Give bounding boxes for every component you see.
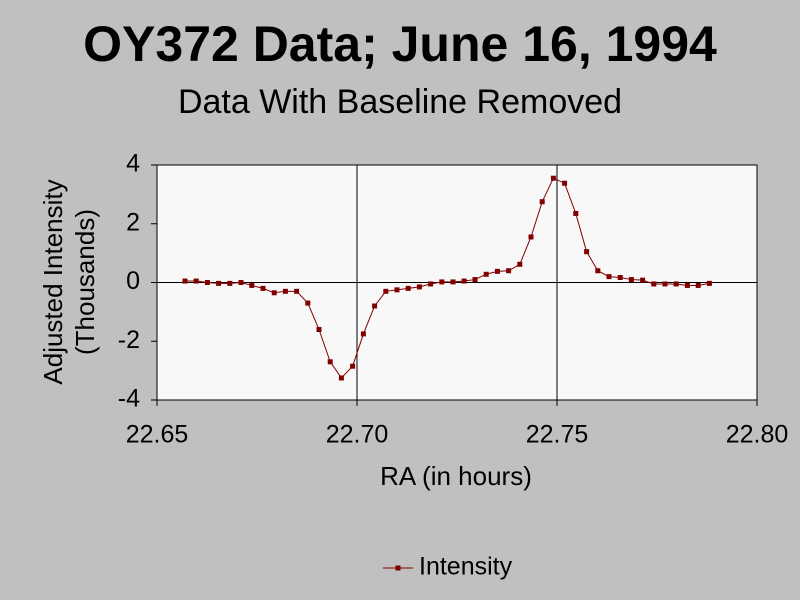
point: [472, 277, 478, 283]
x-tick-label: 22.75: [526, 421, 589, 449]
point: [640, 277, 646, 283]
y-tick-label: 0: [126, 267, 140, 295]
legend-marker: [395, 565, 401, 571]
point: [350, 363, 356, 369]
point: [584, 249, 590, 255]
y-tick-label: 4: [126, 150, 140, 178]
point: [327, 359, 333, 365]
point: [506, 268, 512, 274]
point: [528, 234, 534, 240]
point: [562, 180, 568, 186]
point: [662, 281, 668, 287]
y-axis-title: (Thousands): [70, 209, 100, 355]
point: [651, 281, 657, 287]
point: [673, 281, 679, 287]
point: [216, 280, 222, 286]
y-axis-title: Adjusted Intensity: [38, 179, 68, 384]
point: [383, 288, 389, 294]
chart-subtitle: Data With Baseline Removed: [178, 83, 622, 121]
point: [360, 331, 366, 337]
point: [204, 280, 210, 285]
point: [517, 261, 523, 267]
point: [428, 281, 434, 287]
point: [282, 288, 288, 294]
x-axis-title: RA (in hours): [380, 461, 532, 491]
point: [316, 327, 322, 332]
point: [260, 285, 266, 291]
point: [182, 278, 188, 284]
point: [595, 268, 601, 274]
point: [372, 303, 378, 309]
point: [606, 274, 612, 280]
point: [271, 290, 277, 296]
x-tick-label: 22.70: [326, 421, 389, 449]
point: [238, 280, 244, 285]
chart-title: OY372 Data; June 16, 1994: [83, 16, 717, 72]
point: [405, 285, 411, 291]
y-tick-label: 2: [126, 208, 140, 236]
point: [706, 280, 712, 286]
point: [305, 300, 311, 306]
point: [550, 175, 556, 181]
x-tick-label: 22.65: [126, 421, 189, 449]
point: [695, 282, 701, 288]
point: [416, 284, 422, 290]
point: [394, 287, 400, 293]
point: [573, 210, 579, 216]
point: [193, 278, 199, 284]
point: [439, 279, 445, 285]
point: [483, 271, 489, 277]
point: [249, 282, 255, 288]
y-tick-label: -2: [118, 326, 140, 354]
point: [539, 199, 545, 205]
point: [494, 268, 500, 274]
point: [684, 282, 690, 288]
legend-label: Intensity: [419, 553, 513, 581]
point: [617, 275, 623, 281]
point: [628, 277, 634, 283]
point: [294, 288, 300, 294]
point: [227, 280, 233, 286]
y-tick-label: -4: [118, 385, 140, 413]
point: [461, 278, 467, 284]
point: [338, 375, 344, 381]
x-tick-label: 22.80: [726, 421, 789, 449]
point: [450, 279, 456, 285]
